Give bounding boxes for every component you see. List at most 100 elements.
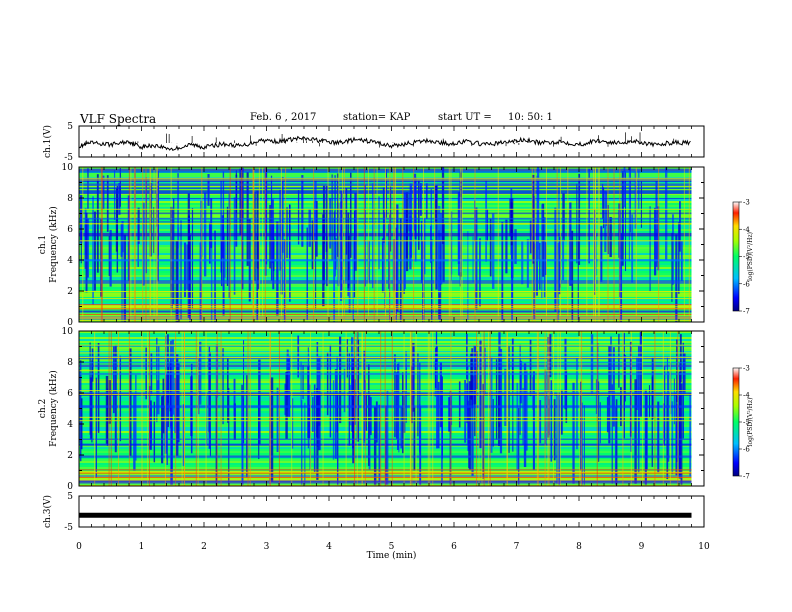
low-power-streak xyxy=(622,206,624,240)
sferic xyxy=(553,331,555,486)
sferic xyxy=(391,331,393,486)
low-power-streak xyxy=(302,365,304,400)
sferic xyxy=(252,167,254,322)
low-power-streak xyxy=(315,201,318,257)
low-power-streak xyxy=(352,236,354,322)
low-power-streak xyxy=(401,372,404,454)
sferic xyxy=(195,331,197,486)
low-power-streak xyxy=(588,168,590,264)
low-power-streak xyxy=(529,339,532,397)
low-power-streak xyxy=(378,196,380,270)
sferic xyxy=(153,167,155,322)
low-power-streak xyxy=(474,391,476,437)
low-power-streak xyxy=(177,173,179,249)
sferic xyxy=(249,331,251,486)
low-power-streak xyxy=(369,397,372,436)
low-power-streak xyxy=(113,170,116,221)
low-power-streak xyxy=(637,387,640,474)
low-power-streak xyxy=(149,400,152,450)
low-power-streak xyxy=(423,218,426,275)
x-tick-label: 4 xyxy=(326,542,332,552)
low-power-streak xyxy=(286,207,288,259)
low-power-streak xyxy=(183,242,187,298)
sferic xyxy=(413,167,415,322)
low-power-streak xyxy=(457,220,460,276)
low-power-streak xyxy=(300,361,302,408)
low-power-streak xyxy=(519,360,523,404)
low-power-streak xyxy=(191,208,194,310)
low-power-streak xyxy=(316,395,319,480)
low-power-streak xyxy=(675,392,678,476)
low-power-streak xyxy=(95,377,97,478)
chart-title: VLF Spectra xyxy=(80,112,157,126)
low-power-streak xyxy=(209,352,211,457)
sferic xyxy=(253,167,255,322)
sferic xyxy=(422,167,424,322)
low-power-streak xyxy=(336,395,339,486)
low-power-streak xyxy=(544,242,547,276)
low-power-streak xyxy=(396,204,399,312)
sferic xyxy=(118,331,120,486)
low-power-streak xyxy=(492,399,494,447)
low-power-streak xyxy=(157,346,160,389)
low-power-streak xyxy=(243,340,245,444)
y-tick-label: 10 xyxy=(62,163,74,173)
colorbar-label: log(PSD)(V²/Hz) xyxy=(747,398,754,447)
y-axis-label: Frequency (kHz) xyxy=(48,206,59,283)
sferic xyxy=(403,331,405,486)
sferic xyxy=(448,167,450,322)
low-power-streak xyxy=(539,400,542,444)
low-power-streak xyxy=(519,344,521,435)
low-power-streak xyxy=(435,331,438,364)
sferic xyxy=(130,167,132,322)
sferic xyxy=(291,331,293,486)
sferic xyxy=(357,167,359,322)
low-power-streak xyxy=(169,361,172,412)
sferic xyxy=(364,331,366,486)
low-power-streak xyxy=(378,404,381,483)
sferic xyxy=(128,167,130,322)
low-power-streak xyxy=(210,198,213,248)
low-power-streak xyxy=(375,401,378,443)
x-tick-label: 9 xyxy=(639,542,645,552)
sferic xyxy=(100,167,102,322)
low-power-streak xyxy=(307,347,309,449)
sferic xyxy=(415,331,417,486)
low-power-streak xyxy=(631,214,634,283)
sferic xyxy=(150,167,152,322)
sferic xyxy=(345,331,347,486)
low-power-streak xyxy=(495,359,498,440)
low-power-streak xyxy=(599,402,601,444)
sferic xyxy=(427,331,429,486)
low-power-streak xyxy=(258,359,261,445)
low-power-streak xyxy=(486,209,489,241)
sferic xyxy=(269,331,271,486)
low-power-streak xyxy=(437,381,440,449)
low-power-streak xyxy=(288,355,291,417)
low-power-streak xyxy=(80,360,82,462)
low-power-streak xyxy=(395,227,397,322)
sferic xyxy=(635,167,637,322)
sferic xyxy=(262,167,264,322)
low-power-streak xyxy=(400,406,403,449)
low-power-streak xyxy=(464,379,467,443)
sferic xyxy=(175,331,177,486)
low-power-streak xyxy=(284,383,287,416)
sferic xyxy=(556,167,558,322)
low-power-streak xyxy=(448,397,451,432)
low-power-streak xyxy=(313,384,316,472)
low-power-streak xyxy=(186,244,188,290)
sferic xyxy=(142,167,144,322)
time-axis: 0 1 2 3 4 5 6 7 8 9 10 Time (min) xyxy=(76,542,710,561)
sferic xyxy=(489,331,491,486)
low-power-streak xyxy=(92,196,94,305)
sferic xyxy=(278,331,280,486)
y-tick-label: 0 xyxy=(67,482,73,492)
colorbar-tick-label: -4 xyxy=(743,392,750,400)
sferic xyxy=(429,331,431,486)
low-power-streak xyxy=(322,185,325,244)
low-power-streak xyxy=(220,240,223,287)
low-power-streak xyxy=(468,381,472,470)
sferic xyxy=(402,167,404,322)
low-power-streak xyxy=(409,183,413,258)
